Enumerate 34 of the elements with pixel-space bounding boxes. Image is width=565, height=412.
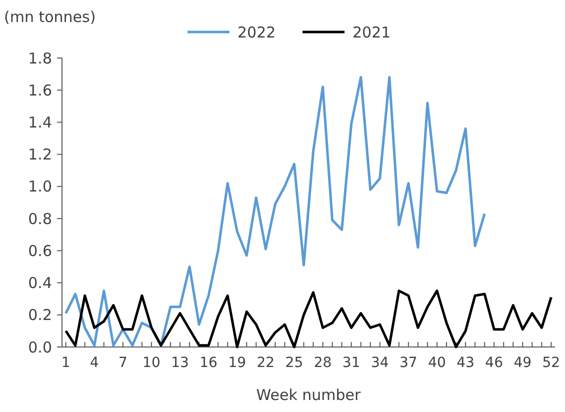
x-tick-label: 49 xyxy=(514,355,532,371)
x-tick-label: 28 xyxy=(314,355,332,371)
x-tick-label: 43 xyxy=(456,355,474,371)
y-tick-label: 1.4 xyxy=(28,113,52,132)
x-tick-label: 46 xyxy=(485,355,504,371)
x-tick-label: 22 xyxy=(256,355,275,371)
y-tick-label: 0.0 xyxy=(28,338,52,356)
y-tick-label: 1.2 xyxy=(28,146,52,164)
x-tick-label: 40 xyxy=(428,355,446,371)
y-tick-label: 0.6 xyxy=(28,242,52,260)
y-tick-label: 1.8 xyxy=(28,49,52,68)
x-tick-label: 25 xyxy=(285,355,304,371)
x-tick-label: 1 xyxy=(61,355,70,371)
x-tick-label: 52 xyxy=(542,355,560,371)
line-series xyxy=(64,290,552,348)
legend-label: 2021 xyxy=(352,23,391,42)
y-tick-label: 0.2 xyxy=(28,306,52,324)
x-tick-label: 19 xyxy=(228,355,246,371)
x-tick-label: 10 xyxy=(142,355,160,371)
x-tick-label: 16 xyxy=(200,355,218,371)
line-series xyxy=(64,76,486,347)
y-tick-label: 1.0 xyxy=(28,178,52,196)
y-tick-label: 0.8 xyxy=(28,210,52,228)
x-tick-label: 34 xyxy=(370,355,389,371)
x-tick-label: 31 xyxy=(342,355,360,371)
legend-label: 2022 xyxy=(238,23,276,42)
x-tick-label: 7 xyxy=(118,355,128,371)
x-axis-title: Week number xyxy=(256,386,362,404)
y-tick-label: 0.4 xyxy=(28,274,52,292)
x-tick-label: 13 xyxy=(171,355,189,371)
x-tick-label: 37 xyxy=(400,355,418,371)
y-axis-title: (mn tonnes) xyxy=(4,8,96,26)
y-tick-label: 1.6 xyxy=(28,81,52,100)
x-tick-label: 4 xyxy=(90,355,99,371)
